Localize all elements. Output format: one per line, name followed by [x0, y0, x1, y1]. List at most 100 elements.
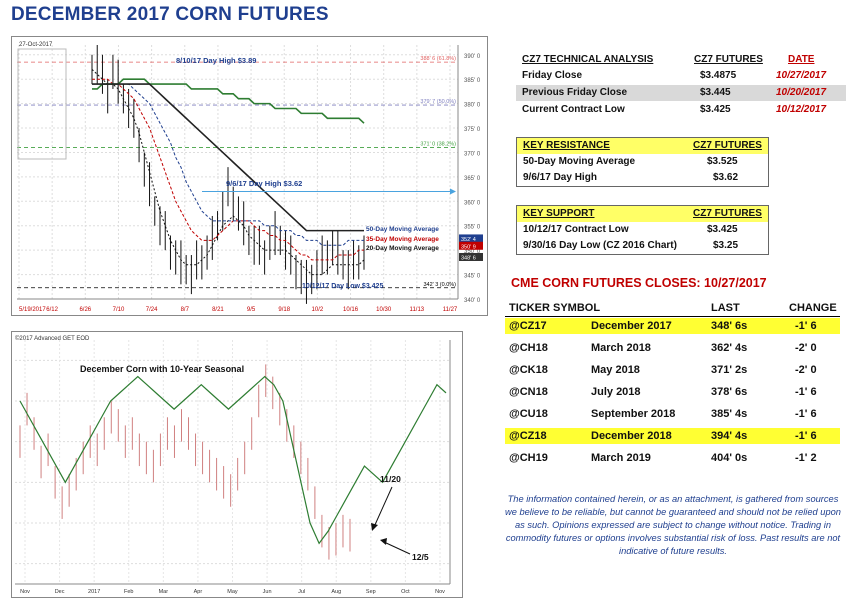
- closes-table: TICKER SYMBOL LAST CHANGE @CZ17 December …: [505, 300, 845, 480]
- resistance-row-label: 9/6/17 Day High: [523, 172, 597, 183]
- resistance-col-futures: CZ7 FUTURES: [693, 140, 762, 151]
- chart1-annotation: 50-Day Moving Average: [366, 226, 439, 233]
- chart1-series-line: [92, 83, 364, 232]
- chart1-annotation: 20-Day Moving Average: [366, 245, 439, 252]
- closes-cell-last: 385' 4s: [711, 408, 748, 420]
- chart1-x-tick-label: 11/13: [410, 307, 425, 313]
- chart1-x-tick-label: 9/18: [278, 307, 290, 313]
- resistance-row-value: $3.62: [713, 172, 739, 183]
- support-row: 9/30/16 Day Low (CZ 2016 Chart) $3.25: [517, 238, 768, 254]
- chart2-x-tick-label: Nov: [20, 589, 30, 595]
- chart1-series-line: [92, 83, 364, 246]
- chart1-price-tag-label: 348' 6: [461, 255, 476, 261]
- chart2-annotation-arrow: [373, 486, 393, 528]
- chart1-y-tick-label: 365' 0: [464, 176, 481, 182]
- closes-cell-change: -1' 2: [795, 452, 817, 464]
- chart2-background: [12, 332, 462, 597]
- closes-cell-change: -2' 0: [795, 364, 817, 376]
- chart2-x-tick-label: Feb: [124, 589, 133, 595]
- chart1-x-tick-label: 10/2: [312, 307, 324, 313]
- closes-cell-last: 404' 0s: [711, 452, 748, 464]
- chart1-price-tag: [459, 252, 483, 261]
- page-title: DECEMBER 2017 CORN FUTURES: [11, 4, 329, 25]
- chart1-y-tick-label: 385' 0: [464, 78, 481, 84]
- chart1-annotation: 8/10/17 Day High $3.89: [176, 56, 256, 65]
- chart1-price-tag-label: 352' 4: [461, 237, 476, 243]
- closes-cell-last: 394' 4s: [711, 430, 748, 442]
- chart2-x-tick-label: 2017: [88, 589, 100, 595]
- resistance-row: 9/6/17 Day High $3.62: [517, 170, 768, 186]
- closes-cell-last: 362' 4s: [711, 342, 748, 354]
- key-resistance-box: KEY RESISTANCE CZ7 FUTURES 50-Day Moving…: [516, 137, 769, 187]
- chart1-level-label: 388' 6 (61.8%): [420, 56, 456, 62]
- chart1-x-tick-label: 7/24: [146, 307, 158, 313]
- resistance-row: 50-Day Moving Average $3.525: [517, 154, 768, 170]
- closes-row: @CK18 May 2018 371' 2s -2' 0: [505, 362, 840, 378]
- closes-cell-ticker: @CZ18: [509, 430, 547, 442]
- closes-cell-ticker: @CU18: [509, 408, 548, 420]
- closes-header-change: CHANGE: [789, 302, 837, 314]
- chart2-title: December Corn with 10-Year Seasonal: [80, 364, 244, 374]
- cz7-price-chart: 340' 0 345' 0 350' 0 355' 0 360' 0 365' 0 370'…: [11, 36, 488, 316]
- closes-cell-month: December 2017: [591, 320, 672, 332]
- closes-cell-ticker: @CZ17: [509, 320, 547, 332]
- tech-row-label: Previous Friday Close: [522, 87, 628, 98]
- chart2-seasonal-line: [19, 375, 447, 545]
- chart2-annotation-arrowhead: [380, 538, 387, 545]
- closes-cell-change: -1' 6: [795, 430, 817, 442]
- support-row-label: 9/30/16 Day Low (CZ 2016 Chart): [523, 240, 677, 251]
- seasonal-chart-svg: Nov Dec 2017 Feb Mar Apr May Jun Jul Aug Sep Oct Nov…: [12, 332, 462, 597]
- resistance-col-label: KEY RESISTANCE: [523, 140, 610, 151]
- tech-col-label: CZ7 TECHNICAL ANALYSIS: [522, 54, 654, 65]
- chart2-x-tick-label: May: [227, 589, 238, 595]
- closes-row: @CU18 September 2018 385' 4s -1' 6: [505, 406, 840, 422]
- chart1-y-tick-label: 360' 0: [464, 200, 481, 206]
- tech-row: Friday Close $3.4875 10/27/2017: [516, 68, 846, 84]
- chart1-level-label: 379' 7 (50.0%): [420, 99, 456, 105]
- closes-header-last: LAST: [711, 302, 740, 314]
- chart2-x-tick-label: Jun: [263, 589, 272, 595]
- closes-cell-month: September 2018: [591, 408, 676, 420]
- tech-row-date: 10/27/2017: [776, 70, 827, 81]
- tech-row-date: 10/20/2017: [776, 87, 827, 98]
- closes-cell-change: -1' 6: [795, 320, 817, 332]
- chart2-x-tick-label: Oct: [401, 589, 410, 595]
- chart1-annotation: 9/6/17 Day High $3.62: [226, 179, 302, 188]
- closes-cell-change: -1' 6: [795, 386, 817, 398]
- chart1-annotation: 10/12/17 Day Low $3.425: [302, 283, 383, 290]
- chart1-x-tick-label: 6/12: [46, 307, 58, 313]
- chart1-level-label: 342' 3 (0.0%): [423, 282, 456, 288]
- closes-cell-change: -1' 6: [795, 408, 817, 420]
- tech-col-date: DATE: [788, 54, 815, 65]
- chart2-x-tick-label: Jul: [298, 589, 305, 595]
- seasonal-chart: Nov Dec 2017 Feb Mar Apr May Jun Jul Aug Sep Oct Nov…: [11, 331, 463, 598]
- support-col-futures: CZ7 FUTURES: [693, 208, 762, 219]
- closes-cell-ticker: @CK18: [509, 364, 548, 376]
- chart2-header-text: ©2017 Advanced GET EOD: [15, 335, 90, 342]
- closes-row: @CH18 March 2018 362' 4s -2' 0: [505, 340, 840, 356]
- chart1-x-tick-label: 6/26: [79, 307, 91, 313]
- resistance-row-value: $3.525: [707, 156, 738, 167]
- chart1-y-tick-label: 390' 0: [464, 54, 481, 60]
- chart2-x-tick-label: Nov: [435, 589, 445, 595]
- tech-row-label: Friday Close: [522, 70, 583, 81]
- closes-header-ticker: TICKER SYMBOL: [509, 302, 601, 314]
- closes-row: @CZ18 December 2018 394' 4s -1' 6: [505, 428, 840, 444]
- chart1-y-tick-label: 370' 0: [464, 151, 481, 157]
- tech-row: Previous Friday Close $3.445 10/20/2017: [516, 85, 846, 101]
- closes-cell-last: 371' 2s: [711, 364, 748, 376]
- closes-cell-change: -2' 0: [795, 342, 817, 354]
- chart2-annotation: 11/20: [380, 474, 401, 484]
- disclaimer: The information contained herein, or as …: [505, 494, 841, 556]
- chart1-x-tick-label: 11/27: [443, 307, 458, 313]
- chart2-annotation-arrow: [383, 541, 411, 555]
- support-col-label: KEY SUPPORT: [523, 208, 595, 219]
- chart1-arrow-head: [450, 188, 456, 195]
- closes-header-rule: [505, 316, 840, 317]
- chart1-y-tick-label: 340' 0: [464, 298, 481, 304]
- chart1-x-tick-label: 5/19/2017: [19, 307, 46, 313]
- tech-row: Current Contract Low $3.425 10/12/2017: [516, 102, 846, 118]
- resistance-header: KEY RESISTANCE CZ7 FUTURES: [517, 138, 768, 154]
- chart1-x-tick-label: 10/30: [376, 307, 392, 313]
